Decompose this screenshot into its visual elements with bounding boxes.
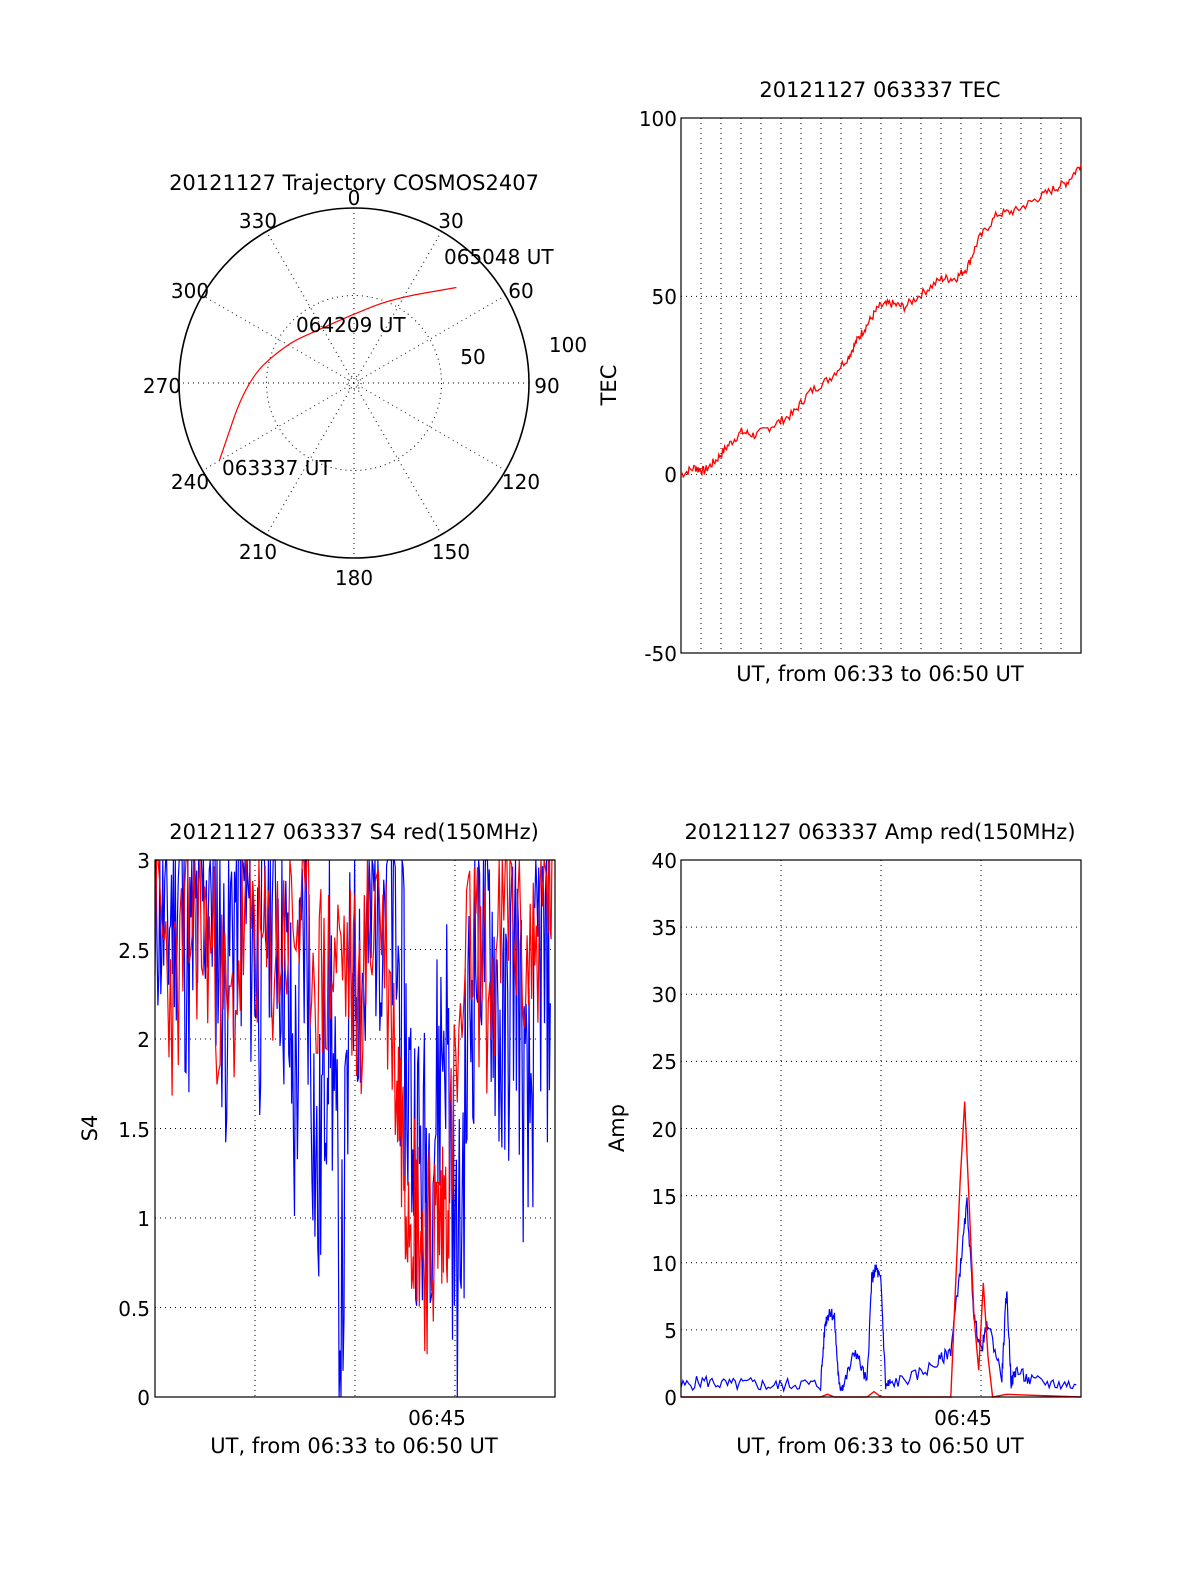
polar-grid [179, 208, 529, 558]
amp-ytick-30: 30 [652, 983, 677, 1007]
radius-label-100: 100 [549, 333, 587, 357]
radius-label-50: 50 [460, 345, 485, 369]
polar-spoke-150 [266, 231, 442, 535]
s4-series-red [154, 859, 555, 1355]
polar-outer-ring [178, 207, 530, 559]
amp-title: 20121127 063337 Amp red(150MHz) [684, 820, 1075, 844]
tec-title: 20121127 063337 TEC [759, 78, 1000, 102]
s4-ytick-1-5: 1.5 [118, 1118, 150, 1142]
tec-xlabel: UT, from 06:33 to 06:50 UT [736, 662, 1024, 686]
tec-series-line [680, 164, 1082, 479]
s4-xlabel: UT, from 06:33 to 06:50 UT [210, 1434, 498, 1458]
polar-center-ring [346, 375, 362, 391]
azimuth-label-60: 60 [508, 279, 533, 303]
s4-frame [154, 859, 556, 1398]
trajectory-track [218, 286, 457, 461]
amp-ytick-25: 25 [652, 1050, 677, 1074]
tec-plot: 20121127 063337 TEC 100 50 0 -50 TEC UT,… [597, 78, 1082, 686]
amp-ytick-20: 20 [652, 1118, 677, 1142]
tec-ytick-minus50: -50 [644, 642, 677, 666]
polar-title: 20121127 Trajectory COSMOS2407 [169, 171, 539, 195]
azimuth-label-210: 210 [239, 540, 277, 564]
tec-grid [681, 118, 1081, 653]
azimuth-label-90: 90 [534, 374, 559, 398]
amp-ytick-10: 10 [652, 1252, 677, 1276]
tec-ytick-0: 0 [664, 463, 677, 487]
polar-plot: 20121127 Trajectory COSMOS2407 0 30 60 9… [143, 171, 587, 590]
s4-ytick-2-5: 2.5 [118, 939, 150, 963]
amp-ytick-15: 15 [652, 1185, 677, 1209]
track-label-mid: 064209 UT [296, 313, 406, 337]
s4-ytick-1: 1 [137, 1207, 150, 1231]
amp-ytick-5: 5 [664, 1319, 677, 1343]
amp-ylabel: Amp [605, 1104, 629, 1152]
azimuth-label-270: 270 [143, 374, 181, 398]
track-label-start: 063337 UT [222, 456, 332, 480]
amp-ytick-0: 0 [664, 1386, 677, 1410]
azimuth-label-330: 330 [239, 209, 277, 233]
amp-ytick-35: 35 [652, 916, 677, 940]
azimuth-label-0: 0 [348, 186, 361, 210]
amp-plot: 20121127 063337 Amp red(150MHz) 40 35 30… [605, 820, 1082, 1458]
amp-frame [680, 859, 1082, 1398]
s4-ytick-0: 0 [137, 1386, 150, 1410]
azimuth-label-300: 300 [171, 279, 209, 303]
amp-series-blue [680, 1197, 1077, 1393]
amp-xlabel: UT, from 06:33 to 06:50 UT [736, 1434, 1024, 1458]
tec-ytick-100: 100 [639, 107, 677, 131]
amp-xtick-0645: 06:45 [934, 1406, 992, 1430]
s4-ytick-0-5: 0.5 [118, 1297, 150, 1321]
tec-ylabel: TEC [597, 365, 621, 407]
azimuth-label-240: 240 [171, 470, 209, 494]
azimuth-label-120: 120 [502, 470, 540, 494]
amp-grid [681, 860, 1081, 1397]
s4-ytick-2: 2 [137, 1028, 150, 1052]
s4-title: 20121127 063337 S4 red(150MHz) [169, 820, 539, 844]
s4-xtick-0645: 06:45 [408, 1406, 466, 1430]
s4-plot: 20121127 063337 S4 red(150MHz) 3 2.5 2 1… [78, 820, 556, 1458]
polar-ring-50 [266, 295, 442, 471]
s4-ytick-3: 3 [137, 849, 150, 873]
azimuth-label-180: 180 [335, 566, 373, 590]
track-label-end: 065048 UT [444, 245, 554, 269]
s4-ylabel: S4 [78, 1115, 102, 1142]
amp-ytick-40: 40 [652, 849, 677, 873]
azimuth-label-30: 30 [438, 209, 463, 233]
tec-frame [680, 117, 1082, 654]
tec-ytick-50: 50 [652, 285, 677, 309]
azimuth-label-150: 150 [432, 540, 470, 564]
